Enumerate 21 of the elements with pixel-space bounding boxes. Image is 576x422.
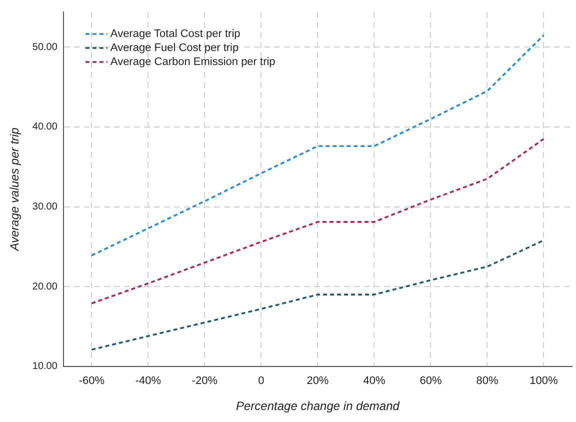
x-tick-label: 80% xyxy=(476,375,498,388)
line-series xyxy=(90,239,545,351)
line-series xyxy=(90,138,545,304)
y-tick-label: 30.00 xyxy=(32,202,58,213)
x-tick-label: -20% xyxy=(192,375,218,388)
x-axis-title: Percentage change in demand xyxy=(236,399,400,414)
x-tick-label: 60% xyxy=(420,375,442,388)
y-tick-label: 20.00 xyxy=(32,281,58,292)
x-tick-label: -40% xyxy=(135,375,162,388)
x-tick-label: -60% xyxy=(78,375,105,388)
y-axis-title: Average values per trip xyxy=(8,127,22,252)
x-tick-label: 40% xyxy=(363,375,386,388)
x-tick-label: 0 xyxy=(258,375,264,388)
y-tick-label: 40.00 xyxy=(32,122,58,133)
legend-label: Average Fuel Cost per trip xyxy=(110,42,239,54)
x-tick-label: 20% xyxy=(306,375,329,388)
legend-label: Average Carbon Emission per trip xyxy=(110,56,276,68)
y-tick-label: 50.00 xyxy=(32,42,58,53)
x-tick-label: 100% xyxy=(530,375,558,388)
y-tick-label: 10.00 xyxy=(32,361,58,372)
legend-label: Average Total Cost per trip xyxy=(110,28,240,40)
